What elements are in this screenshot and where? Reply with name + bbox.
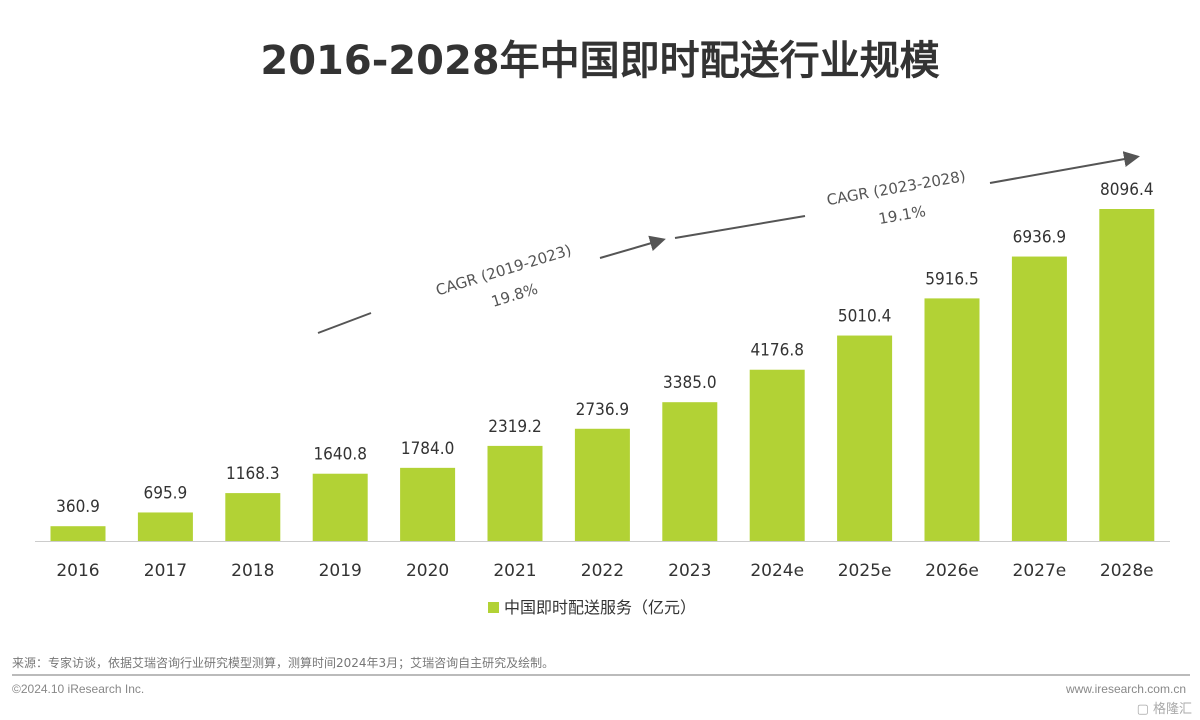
bar [312,473,368,541]
data-label: 6936.9 [1013,228,1067,248]
cagr-arrow-segment [317,312,372,334]
data-label: 4176.8 [750,341,804,361]
data-label: 1784.0 [401,439,455,459]
data-label: 2736.9 [576,400,630,420]
bar [400,467,456,541]
cagr-value: 19.1% [877,202,927,228]
bar [662,402,718,541]
bar [50,526,106,541]
copyright: ©2024.10 iResearch Inc. [12,682,145,696]
bar [837,335,893,541]
cagr-arrow-segment [674,215,806,239]
source-note: 来源：专家访谈，依据艾瑞咨询行业研究模型测算，测算时间2024年3月；艾瑞咨询自… [12,656,555,670]
data-label: 360.9 [56,497,100,517]
legend-label: 中国即时配送服务（亿元） [504,598,696,617]
x-tick-label: 2023 [668,561,711,581]
x-tick-label: 2018 [231,561,274,581]
x-tick-label: 2019 [319,561,362,581]
footer-divider [12,674,1190,676]
bar [574,428,630,541]
data-label: 5010.4 [838,307,892,327]
x-tick-label: 2027e [1013,561,1067,581]
x-tick-label: 2016 [56,561,99,581]
cagr-label: CAGR (2023-2028) [825,167,967,209]
x-tick-label: 2025e [838,561,892,581]
bar [1011,256,1067,541]
x-tick-label: 2017 [144,561,187,581]
data-label: 3385.0 [663,373,717,393]
chart-title: 2016-2028年中国即时配送行业规模 [260,38,940,84]
data-label: 5916.5 [925,269,979,289]
x-tick-label: 2022 [581,561,624,581]
x-tick-label: 2020 [406,561,449,581]
watermark-logo: ▢ 格隆汇 [1136,702,1192,717]
data-label: 1640.8 [313,445,367,465]
cagr-arrow-1 [599,235,666,259]
x-tick-label: 2026e [925,561,979,581]
bar [749,369,805,541]
x-tick-label: 2024e [750,561,804,581]
cagr-arrow-2 [989,151,1140,184]
data-label: 2319.2 [488,417,542,437]
watermark-text: 格隆汇 [1152,702,1192,717]
bar [924,298,980,541]
website-link[interactable]: www.iresearch.com.cn [1065,682,1186,696]
bar [137,512,193,541]
bar [225,493,281,541]
x-tick-label: 2028e [1100,561,1154,581]
bar [1099,209,1155,541]
data-label: 695.9 [144,483,188,503]
data-label: 1168.3 [226,464,280,484]
x-tick-label: 2021 [493,561,536,581]
bar [487,445,543,541]
legend-swatch [488,602,499,613]
data-label: 8096.4 [1100,180,1154,200]
cagr-value: 19.8% [489,280,540,311]
